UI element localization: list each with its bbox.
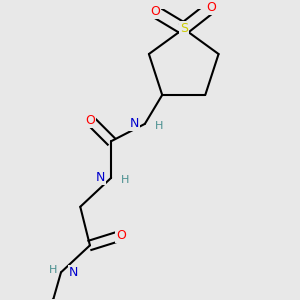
Text: O: O bbox=[206, 1, 216, 14]
Text: H: H bbox=[121, 175, 129, 185]
Text: H: H bbox=[154, 121, 163, 131]
Text: O: O bbox=[116, 229, 126, 242]
Text: H: H bbox=[49, 266, 57, 275]
Text: N: N bbox=[69, 266, 78, 279]
Text: N: N bbox=[96, 171, 105, 184]
Text: N: N bbox=[130, 117, 139, 130]
Text: O: O bbox=[150, 5, 160, 18]
Text: O: O bbox=[85, 113, 95, 127]
Text: S: S bbox=[180, 22, 188, 35]
